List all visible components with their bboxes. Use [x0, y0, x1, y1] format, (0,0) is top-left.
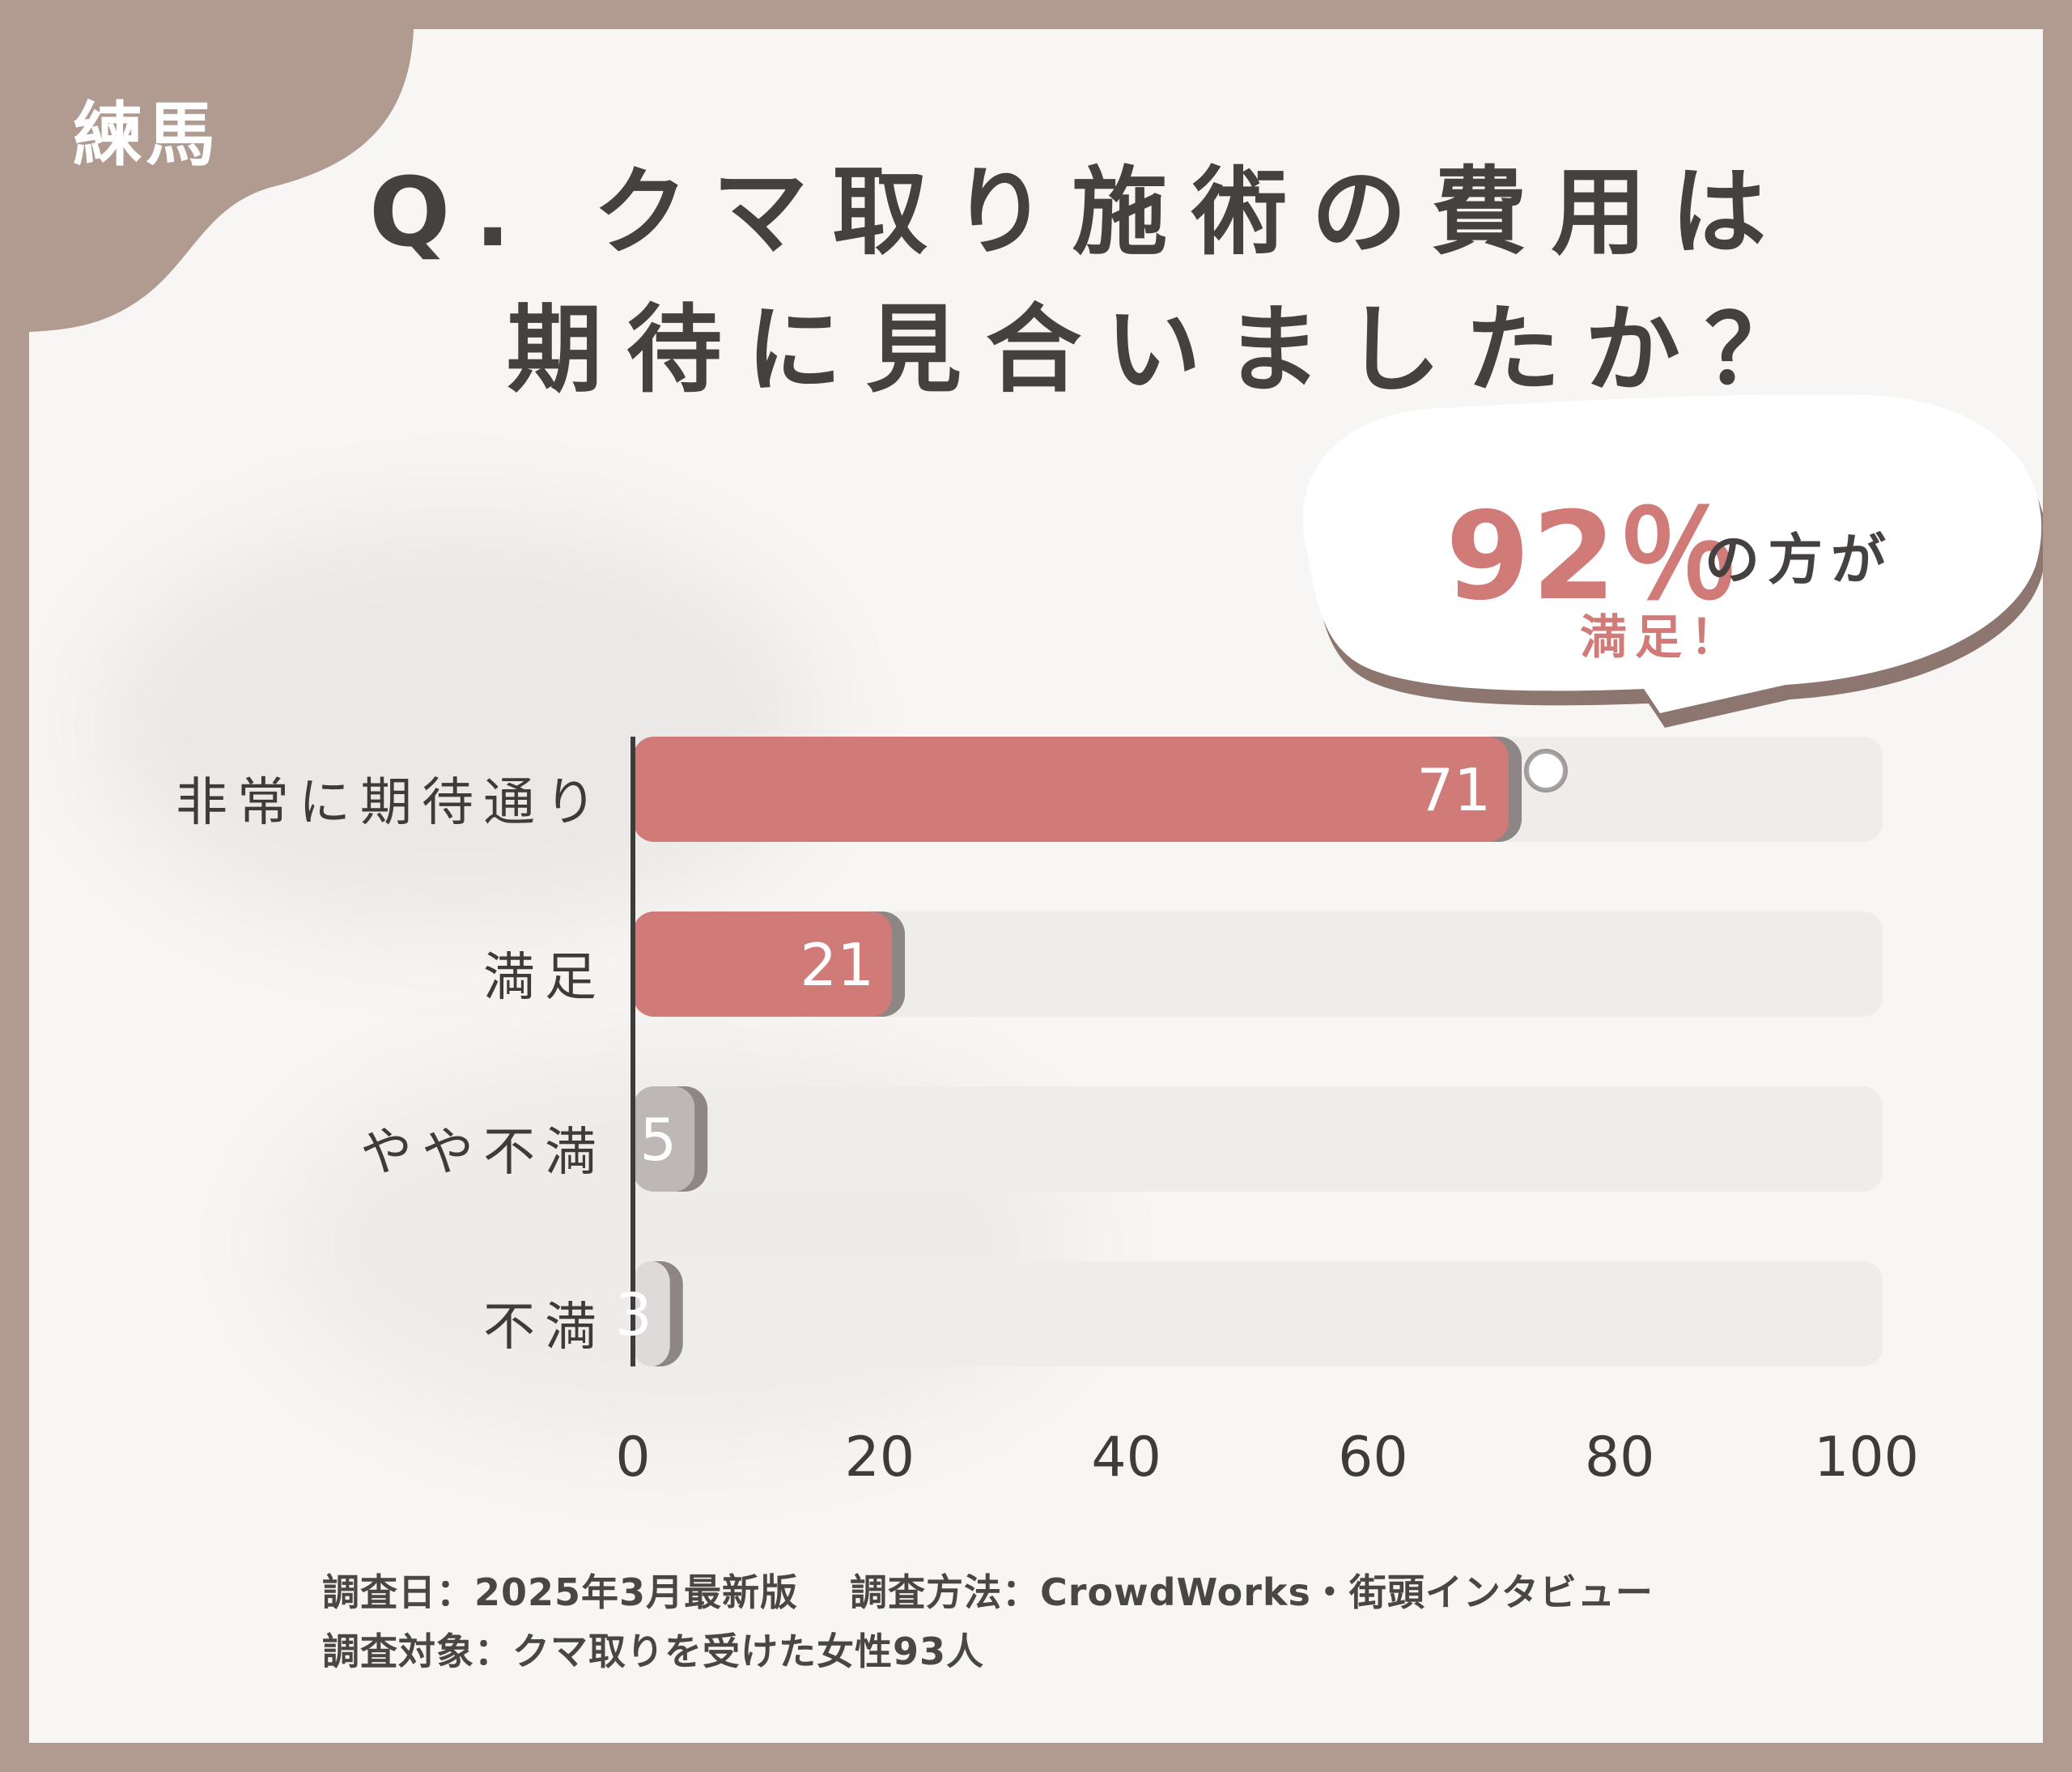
survey-footnote-2: 調査対象：クマ取りを受けた女性93人 [322, 1630, 985, 1673]
x-tick-label: 20 [844, 1426, 915, 1489]
bar [633, 737, 1509, 842]
category-label: 不満 [483, 1298, 606, 1358]
x-tick-label: 40 [1091, 1426, 1161, 1489]
infographic-card: 練馬 Q. クマ取り施術の費用は 期待に見合いましたか？ 92％ の方が 満足！… [29, 29, 2043, 1743]
bar-track [633, 1086, 1883, 1192]
category-label: やや不満 [360, 1123, 606, 1183]
question-title-line-1: Q. クマ取り施術の費用は [369, 156, 1791, 268]
bar [633, 911, 893, 1017]
callout-text: の方が [1705, 529, 1895, 593]
callout-percent: 92％ [1446, 487, 1741, 627]
x-tick-label: 80 [1584, 1426, 1655, 1489]
bar-track [633, 911, 1883, 1017]
bar-value-label: 5 [639, 1106, 677, 1174]
bar-value-label: 3 [615, 1281, 652, 1349]
x-tick-label: 100 [1814, 1426, 1919, 1489]
background-shadow [94, 515, 822, 936]
speech-bubble [1302, 394, 2043, 728]
corner-tab [29, 29, 414, 332]
question-title-line-2: 期待に見合いましたか？ [507, 294, 1825, 406]
bar-value-label: 21 [800, 931, 874, 999]
bar-track [633, 1261, 1883, 1366]
bar [633, 1261, 670, 1366]
decorative-dot [1524, 749, 1568, 793]
x-tick-label: 60 [1338, 1426, 1408, 1489]
bar-value-label: 71 [1416, 756, 1491, 824]
bar-chart: 71 21 5 3 [615, 737, 1883, 1366]
callout-subtext: 満足！ [1580, 610, 1746, 665]
x-tick-label: 0 [615, 1426, 651, 1489]
category-label: 満足 [483, 948, 606, 1008]
survey-footnote-1: 調査日：2025年3月最新版 調査方法：CrowdWorks・街頭インタビュー [322, 1570, 1654, 1614]
area-label: 練馬 [73, 95, 219, 176]
category-label: 非常に期待通り [176, 773, 606, 833]
bar [633, 1086, 695, 1192]
